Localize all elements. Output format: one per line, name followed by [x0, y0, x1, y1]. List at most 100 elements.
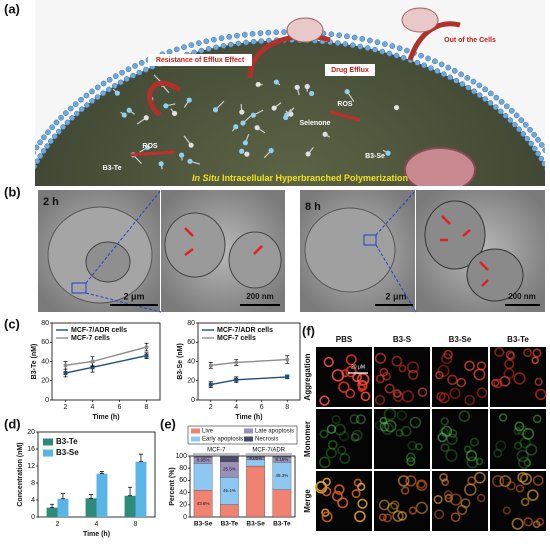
x-axis-label: Time (h): [83, 531, 110, 538]
lipid-head: [528, 140, 534, 147]
cell-signal: [374, 394, 386, 406]
cell-signal: [499, 375, 511, 387]
value-label: 8.15%: [275, 457, 288, 462]
cell-signal: [360, 391, 371, 402]
marker: [90, 359, 95, 364]
y-tick-label: 12: [27, 463, 35, 470]
lipid-head: [35, 158, 41, 165]
lipid-head: [531, 145, 538, 152]
atom: [242, 140, 249, 146]
column-header: B3-Se: [449, 335, 472, 344]
y-tick-label: 60: [179, 477, 187, 484]
cell-signal: [408, 506, 418, 515]
lipid-head: [546, 153, 550, 158]
bar: [57, 498, 69, 517]
panel-label: (e): [160, 416, 176, 431]
marker: [144, 345, 149, 350]
cell-signal: [469, 437, 480, 447]
lipid-head: [482, 86, 489, 93]
atom: [233, 124, 239, 130]
lipid-head: [188, 42, 195, 48]
lipid-head: [359, 36, 366, 42]
annotation: Selenone: [299, 120, 330, 127]
x-tick-label: B3-Te: [221, 521, 239, 528]
lipid-head: [78, 106, 85, 113]
cell-signal: [514, 421, 525, 432]
lipid-head: [45, 129, 51, 136]
lipid-head: [351, 34, 358, 41]
time-label: 8 h: [305, 201, 321, 213]
error-bar: [50, 503, 55, 508]
lipid-head: [544, 167, 545, 171]
micrograph: [374, 409, 430, 469]
cell-signal: [458, 410, 471, 422]
lipid-head: [22, 185, 27, 190]
lipid-head: [520, 131, 527, 137]
lipid-head: [35, 163, 38, 170]
vesicle: [228, 231, 282, 289]
y-tick-label: 0: [45, 397, 49, 404]
legend-swatch: [43, 449, 53, 457]
cell-signal: [383, 407, 397, 421]
lipid-head: [508, 107, 515, 114]
cell-signal: [357, 482, 366, 492]
lipid-head: [393, 52, 400, 59]
lipid-head: [241, 31, 248, 38]
caption-italic: In Situ: [192, 173, 220, 183]
zoom-line: [375, 189, 417, 313]
cell-signal: [398, 364, 407, 373]
scale-label: 200 nm: [508, 292, 536, 301]
lipid-head: [535, 150, 541, 157]
cell-signal: [345, 354, 357, 366]
lipid-head: [58, 114, 64, 121]
cell-signal: [507, 351, 516, 361]
lipid-head: [100, 80, 107, 87]
legend-label: MCF-7/ADR cells: [217, 327, 273, 334]
cell-signal: [436, 391, 446, 402]
lipid-head: [516, 126, 522, 133]
y-tick-label: 40: [187, 358, 195, 365]
cell-signal: [407, 369, 419, 380]
y-tick-label: 80: [179, 465, 187, 472]
annotation: ROS: [337, 101, 353, 108]
y-tick-label: 80: [41, 320, 49, 327]
lipid-head: [374, 39, 381, 46]
cell-signal: [319, 429, 329, 439]
lipid-head: [60, 124, 66, 130]
value-label: 45.1%: [223, 488, 236, 493]
lipid-head: [35, 150, 36, 155]
cell-signal: [337, 445, 347, 455]
cell-signal: [405, 475, 417, 487]
x-tick-label: 2: [56, 521, 60, 528]
lipid-head: [19, 172, 24, 177]
lipid-head: [471, 88, 477, 95]
cell-signal: [456, 377, 467, 388]
y-tick-label: 0: [191, 397, 195, 404]
label-box: [325, 64, 375, 76]
cell-signal: [384, 419, 397, 433]
cell-signal: [396, 410, 407, 421]
lipid-head: [447, 74, 453, 81]
lipid-head: [379, 48, 386, 55]
arrow: [184, 215, 489, 287]
annotation: Drug Efflux: [331, 67, 369, 74]
cell-signal: [325, 447, 337, 459]
value-label: 9.95%: [197, 458, 210, 463]
y-axis-label: B3-Te (nM): [31, 344, 38, 380]
lipid-head: [21, 166, 26, 171]
cell-signal: [466, 456, 479, 469]
lipid-head: [492, 104, 499, 111]
cell-signal: [525, 443, 538, 456]
group-label: MCF-7/ADR: [252, 448, 285, 454]
panel-label: (c): [4, 316, 20, 331]
lipid-head: [106, 76, 113, 83]
lipid-head: [367, 37, 373, 44]
legend-label: B3-Se: [56, 448, 79, 457]
tem-images: [38, 189, 545, 313]
lipid-head: [524, 135, 531, 142]
bar-segment: [272, 455, 292, 458]
atom: [305, 151, 311, 157]
annotation: Out of the Cells: [444, 37, 496, 44]
cell-signal: [437, 364, 450, 377]
lipid-head: [27, 155, 32, 160]
